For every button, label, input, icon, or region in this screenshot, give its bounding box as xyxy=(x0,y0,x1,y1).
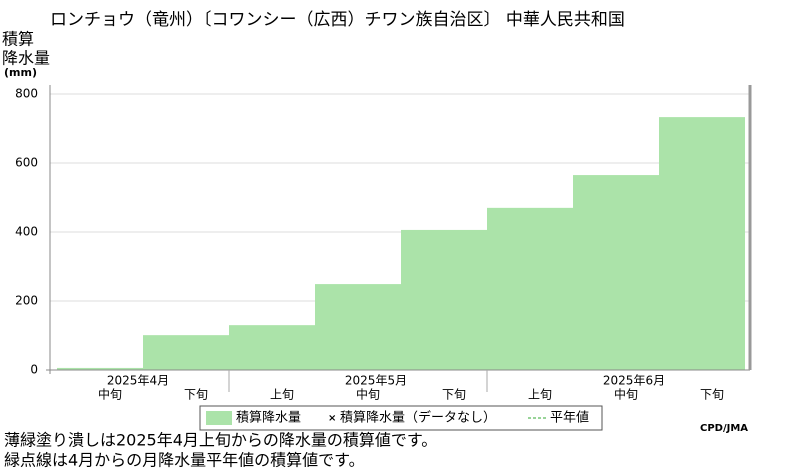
y-tick-label: 400 xyxy=(15,225,38,239)
y-label: 積算 xyxy=(2,30,34,49)
step-bar xyxy=(315,284,401,370)
month-label: 2025年6月 xyxy=(603,374,665,388)
x-tick-label: 中旬 xyxy=(98,387,122,402)
legend-marker: × xyxy=(328,413,336,424)
legend-label: 平年値 xyxy=(550,410,589,426)
y-label: (mm) xyxy=(4,66,37,79)
chart-title: ロンチョウ（竜州）〔コワンシー（広西）チワン族自治区〕 中華人民共和国 xyxy=(50,10,625,30)
x-tick-label: 上旬 xyxy=(528,388,552,402)
y-label: 降水量 xyxy=(2,49,50,68)
source: CPD/JMA xyxy=(700,423,748,434)
x-tick-label: 中旬 xyxy=(614,387,638,402)
step-bar xyxy=(57,367,143,370)
legend-label: 積算降水量（データなし） xyxy=(340,410,496,426)
note: 薄緑塗り潰しは2025年4月上旬からの降水量の積算値です。 xyxy=(4,431,437,450)
step-bar xyxy=(401,229,487,370)
y-tick-label: 800 xyxy=(15,87,38,101)
step-bar xyxy=(573,175,659,370)
y-tick-label: 600 xyxy=(15,156,38,170)
note: 緑点線は4月からの月降水量平年値の積算値です。 xyxy=(4,451,365,470)
y-tick-label: 200 xyxy=(15,294,38,308)
step-bar xyxy=(487,207,573,370)
month-label: 2025年4月 xyxy=(107,374,169,388)
y-tick-label: 0 xyxy=(30,363,38,377)
x-tick-label: 下旬 xyxy=(184,388,208,402)
x-tick-label: 下旬 xyxy=(700,388,724,402)
step-bar xyxy=(229,325,315,370)
step-bar xyxy=(659,117,745,371)
legend-label: 積算降水量 xyxy=(236,411,301,426)
legend-swatch xyxy=(206,411,232,425)
x-tick-label: 下旬 xyxy=(442,388,466,402)
x-tick-label: 中旬 xyxy=(356,387,380,402)
step-bar xyxy=(143,335,229,370)
month-label: 2025年5月 xyxy=(345,374,407,388)
x-tick-label: 上旬 xyxy=(270,388,294,402)
